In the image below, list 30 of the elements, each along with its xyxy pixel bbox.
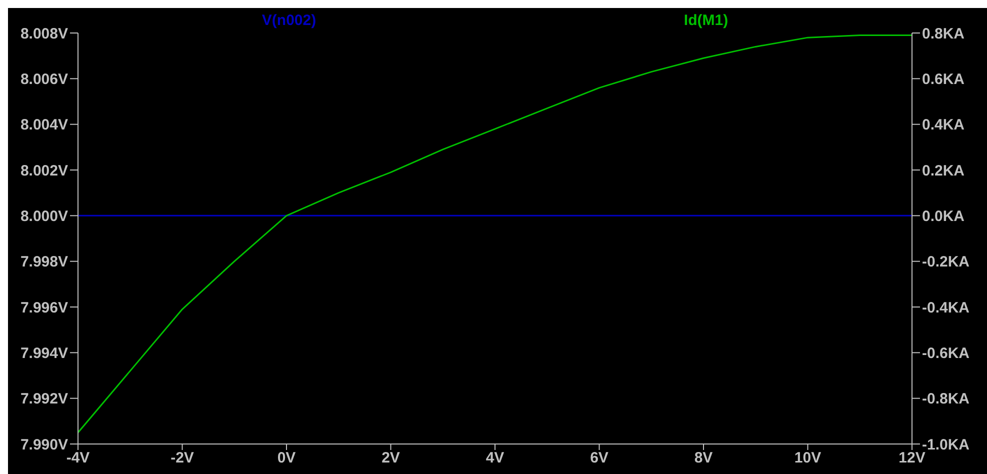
y2-tick-label: 0.4KA: [922, 116, 965, 134]
y-tick-label: 7.992V: [20, 390, 68, 408]
text: V(n002): [262, 12, 316, 29]
x-tick-label: 4V: [486, 450, 504, 467]
x-tick-label: 0V: [277, 450, 296, 467]
y2-tick-label: 0.0KA: [922, 208, 965, 225]
y-tick-label: 8.002V: [20, 162, 68, 180]
y2-tick-label: 0.8KA: [922, 25, 965, 42]
y-tick-label: 8.000V: [20, 208, 68, 225]
series-label: Id(M1): [684, 12, 728, 29]
y-tick-label: 7.998V: [20, 254, 68, 271]
x-tick-label: -2V: [170, 450, 194, 467]
y2-tick-label: -0.2KA: [922, 254, 970, 271]
x-tick-label: -4V: [66, 450, 90, 467]
x-tick-label: 6V: [590, 450, 608, 467]
y2-tick-label: -0.6KA: [922, 344, 970, 362]
y-tick-label: 7.996V: [20, 299, 68, 316]
y-tick-label: 8.004V: [20, 116, 68, 134]
y2-tick-label: -0.4KA: [922, 299, 970, 316]
line-series: [78, 34, 912, 434]
x-tick-label: 10V: [794, 450, 822, 467]
y2-tick-label: 0.2KA: [922, 162, 965, 180]
x-tick-label: 8V: [694, 450, 713, 467]
y2-tick-label: 0.6KA: [922, 70, 965, 88]
y-tick-label: 8.006V: [20, 70, 68, 88]
y-tick-label: 7.990V: [20, 436, 68, 454]
y-tick-label: 7.994V: [20, 344, 68, 362]
x-tick-label: 2V: [382, 450, 400, 467]
y-tick-label: 8.008V: [20, 25, 68, 42]
y2-tick-label: -0.8KA: [922, 390, 970, 408]
